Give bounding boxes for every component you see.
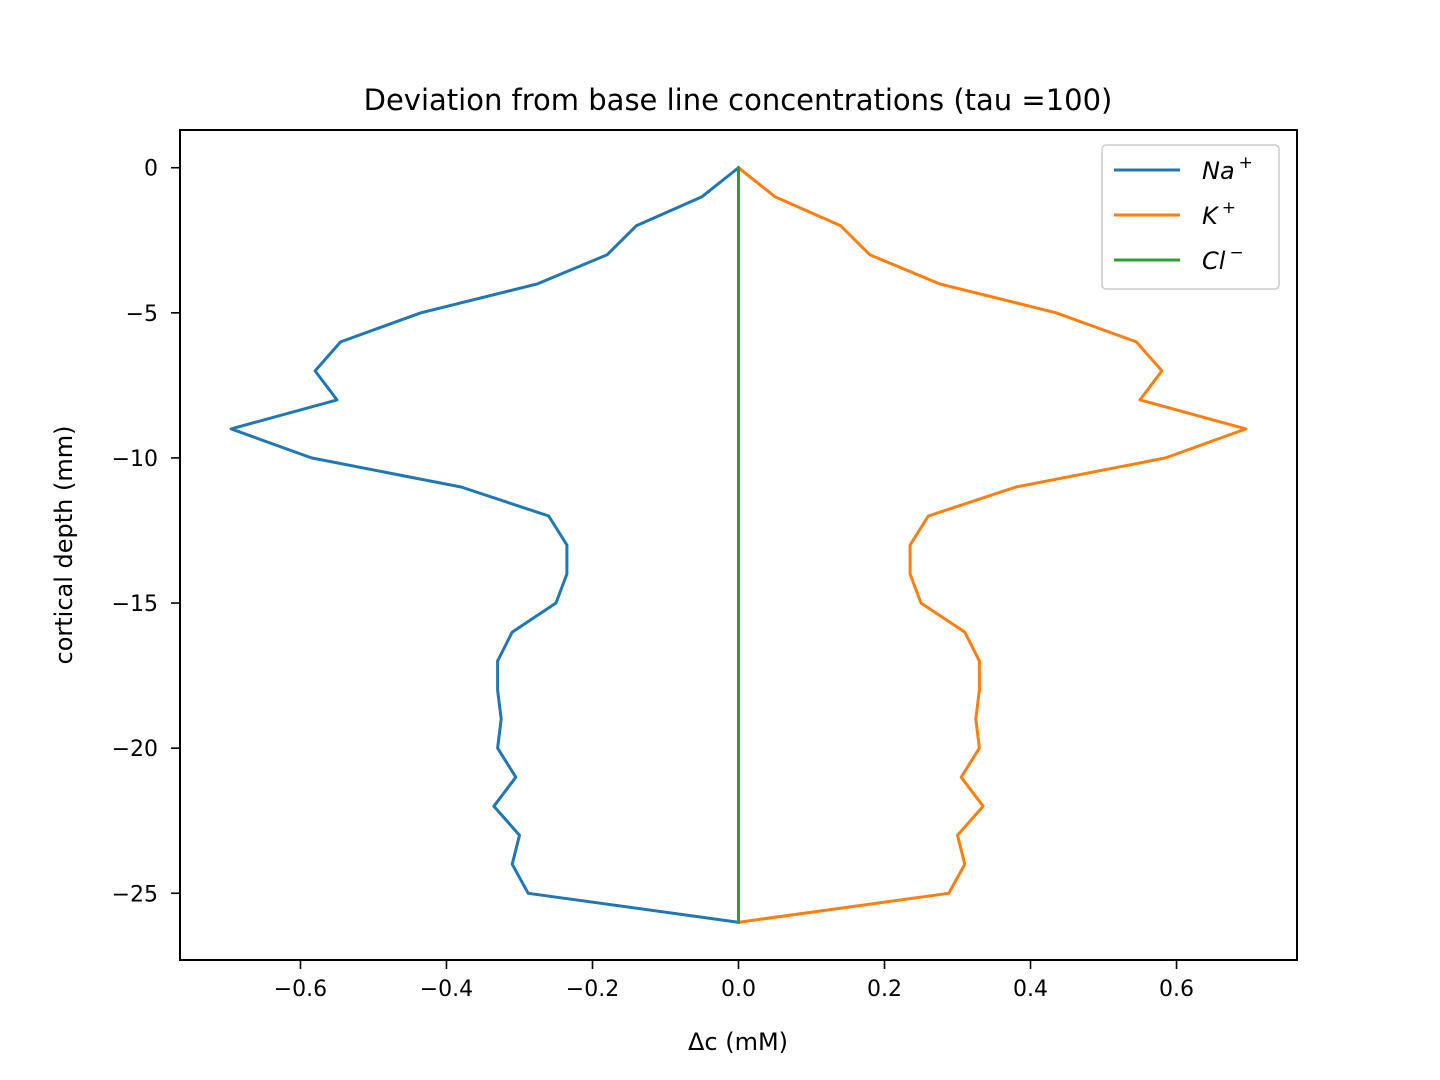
y-tick-label: 0	[144, 157, 158, 182]
x-tick-label: −0.6	[274, 977, 327, 1002]
chart-title: Deviation from base line concentrations …	[364, 83, 1113, 117]
x-tick-label: 0.2	[867, 977, 902, 1002]
x-tick-label: 0.4	[1013, 977, 1048, 1002]
x-tick-label: 0.6	[1159, 977, 1194, 1002]
y-tick-label: −20	[112, 737, 158, 762]
legend-label: Na +	[1202, 153, 1253, 185]
legend-label: K +	[1202, 198, 1236, 230]
y-tick-label: −25	[112, 882, 158, 907]
legend-box	[1101, 144, 1280, 290]
x-tick-label: −0.2	[566, 977, 619, 1002]
x-axis-label: Δc (mM)	[688, 1028, 788, 1056]
x-axis: −0.6 −0.4 −0.2 0.0 0.2 0.4 0.6	[274, 960, 1194, 1002]
y-axis-label: cortical depth (mm)	[50, 426, 78, 665]
series-layer	[229, 165, 1248, 924]
x-tick-label: 0.0	[721, 977, 756, 1002]
y-axis: 0 −5 −10 −15 −20 −25	[112, 157, 180, 907]
y-tick-label: −15	[112, 592, 158, 617]
x-tick-label: −0.4	[420, 977, 473, 1002]
legend: Na + K + Cl −	[1101, 144, 1280, 290]
series-line-k	[736, 165, 1248, 924]
legend-label: Cl −	[1202, 243, 1244, 275]
y-tick-label: −5	[126, 302, 158, 327]
series-line-na	[229, 165, 741, 924]
y-tick-label: −10	[112, 447, 158, 472]
